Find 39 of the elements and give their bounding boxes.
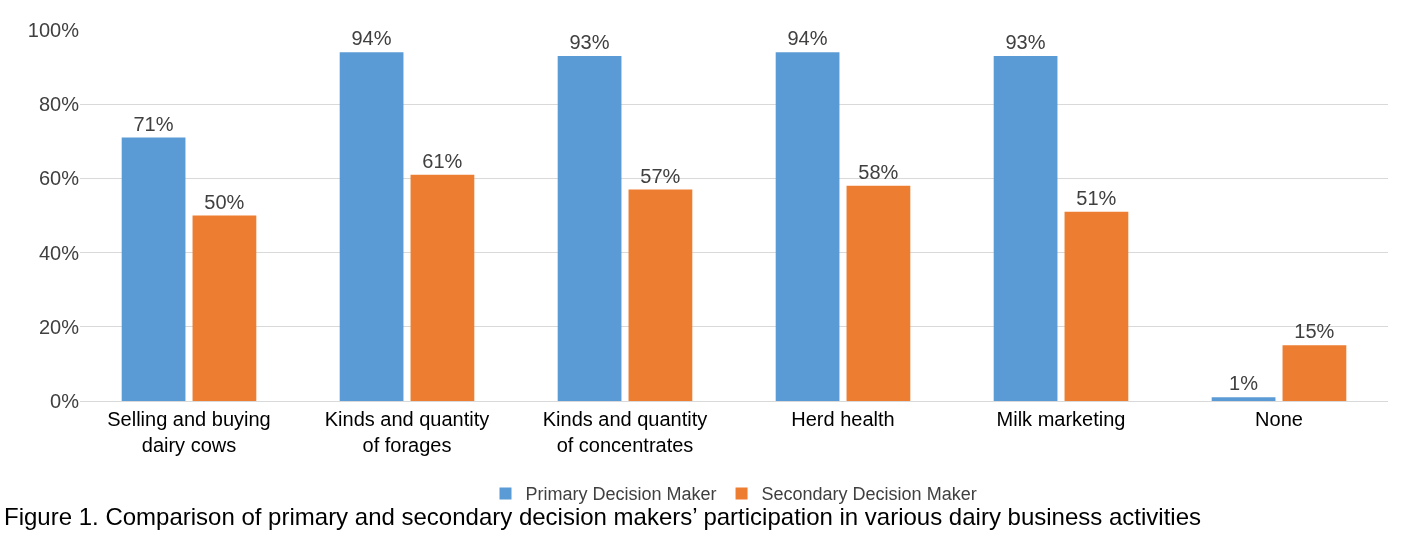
data-label: 71% xyxy=(133,112,174,135)
bar xyxy=(192,215,257,401)
bar xyxy=(846,185,911,401)
x-tick-label: Milk marketing xyxy=(996,408,1126,430)
data-label: 1% xyxy=(1229,372,1259,395)
data-label: 61% xyxy=(422,149,463,172)
data-label: 58% xyxy=(858,160,899,183)
bar xyxy=(339,52,404,401)
bar xyxy=(410,174,475,401)
y-tick-label: 80% xyxy=(38,93,80,116)
bar xyxy=(1064,211,1129,401)
caption: Figure 1. Comparison of primary and secondary decision makers’ participation in various dairy business activities xyxy=(4,503,1201,530)
data-label: 15% xyxy=(1294,320,1335,343)
legend-label: Secondary Decision Maker xyxy=(761,484,977,505)
data-label: 94% xyxy=(351,27,392,50)
bar xyxy=(557,55,622,401)
bar xyxy=(993,55,1058,401)
data-label: 50% xyxy=(204,190,245,213)
bar xyxy=(775,52,840,401)
bar xyxy=(1211,397,1276,401)
bar xyxy=(1282,345,1347,401)
data-label: 94% xyxy=(787,27,828,50)
y-tick-label: 60% xyxy=(38,167,80,190)
x-tick-label: None xyxy=(1255,408,1303,430)
data-label: 93% xyxy=(569,30,610,53)
y-tick-label: 100% xyxy=(27,19,80,41)
y-tick-label: 40% xyxy=(38,241,80,264)
data-label: 93% xyxy=(1005,30,1046,53)
x-tick-label: Kinds and quantity of forages xyxy=(324,408,490,456)
x-tick-label: Selling and buying dairy cows xyxy=(107,408,271,456)
legend-label: Primary Decision Maker xyxy=(525,484,717,505)
x-tick-label: Kinds and quantity of concentrates xyxy=(542,408,708,456)
data-label: 57% xyxy=(640,164,681,187)
y-tick-label: 0% xyxy=(50,390,80,412)
x-tick-label: Herd health xyxy=(791,408,895,430)
bar xyxy=(121,137,186,401)
bar xyxy=(628,189,693,401)
y-tick-label: 20% xyxy=(38,315,80,338)
data-label: 51% xyxy=(1076,186,1117,209)
